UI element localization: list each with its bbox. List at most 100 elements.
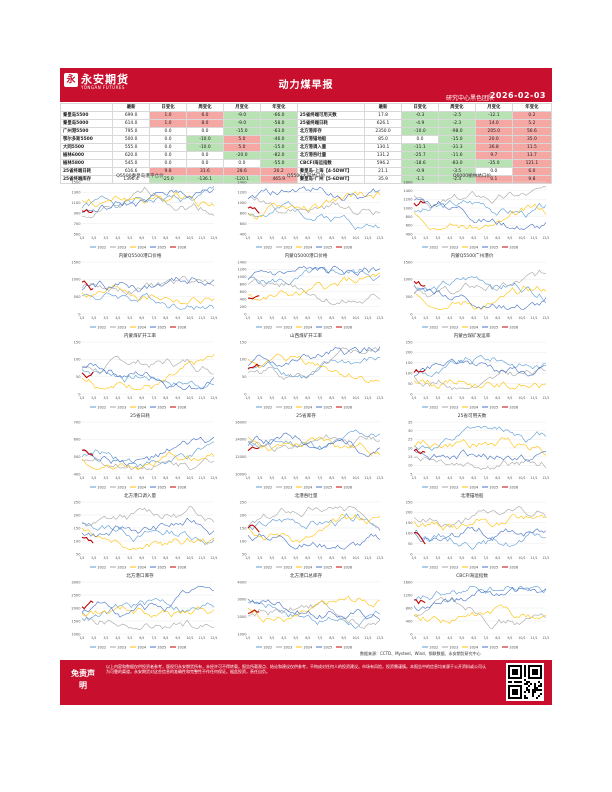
y-tick-label: 700 — [74, 420, 82, 424]
series-line-2026 — [413, 200, 426, 207]
legend-label: 2026 — [510, 565, 519, 569]
x-tick-label: 3/1 — [269, 316, 274, 320]
x-tick-label: 11/1 — [530, 396, 537, 400]
series-line-2023 — [413, 456, 547, 470]
line-chart: 25省库存 10000 12000 14000 16000 1/1 2/1 3/1 4/1 5/1… — [230, 414, 384, 492]
x-tick-label: 10/1 — [352, 636, 359, 640]
x-tick-label: 7/1 — [151, 316, 156, 320]
legend-label: 2023 — [284, 245, 293, 249]
x-tick-label: 3/1 — [269, 556, 274, 560]
table-cell: 699.0 — [112, 111, 151, 120]
x-tick-label: 2/1 — [423, 236, 428, 240]
x-tick-label: 1/1 — [245, 636, 250, 640]
series-line-2023 — [413, 366, 547, 391]
series-line-2023 — [413, 596, 547, 630]
x-tick-label: 11/1 — [364, 476, 371, 480]
x-tick-label: 2/1 — [257, 636, 262, 640]
legend-label: 2024 — [470, 405, 479, 409]
y-tick-label: 0 — [78, 312, 81, 316]
x-tick-label: 6/1 — [305, 236, 310, 240]
legend-label: 2026 — [510, 405, 519, 409]
table-cell: -15.0 — [437, 135, 476, 144]
legend-label: 2026 — [178, 645, 187, 649]
x-tick-label: 6/1 — [139, 476, 144, 480]
y-tick-label: 12000 — [235, 455, 247, 459]
x-tick-label: 10/1 — [186, 556, 193, 560]
x-tick-label: 8/1 — [329, 476, 334, 480]
table-cell: -55.0 — [259, 159, 298, 168]
y-tick-label: 700 — [74, 222, 82, 226]
x-tick-label: 9/1 — [341, 396, 346, 400]
x-tick-label: 1/1 — [411, 556, 416, 560]
x-tick-label: 3/1 — [103, 636, 108, 640]
y-tick-label: 50 — [408, 382, 413, 386]
x-tick-label: 10/1 — [518, 396, 525, 400]
x-tick-label: 11/1 — [198, 636, 205, 640]
header-cell: 日变化 — [401, 103, 439, 112]
table-cell: 5.2 — [511, 119, 553, 128]
table-row: 秦皇岛5500 699.0 1.0 6.0 -9.0 -66.0 25省终端可用天数 17.8… — [59, 111, 553, 120]
x-tick-label: 11/1 — [530, 316, 537, 320]
y-tick-label: 10 — [408, 464, 413, 468]
y-tick-label: 20 — [408, 446, 413, 450]
x-tick-label: 9/1 — [341, 476, 346, 480]
x-tick-label: 12/1 — [542, 636, 549, 640]
chart-title: 25省库存 — [296, 414, 316, 419]
row-label: 榆林6000 — [59, 151, 114, 160]
series-line-2024 — [247, 353, 381, 384]
legend-label: 2025 — [158, 245, 167, 249]
x-tick-label: 12/1 — [376, 236, 383, 240]
y-tick-label: 200 — [240, 513, 248, 517]
legend-label: 2025 — [324, 325, 333, 329]
series-line-2026 — [247, 524, 260, 533]
y-tick-label: 0 — [410, 312, 413, 316]
legend-label: 2023 — [284, 565, 293, 569]
x-tick-label: 6/1 — [471, 476, 476, 480]
table-cell: -31.3 — [437, 143, 476, 152]
x-tick-label: 7/1 — [151, 396, 156, 400]
x-tick-label: 5/1 — [293, 316, 298, 320]
table-cell: 9.7 — [474, 151, 513, 160]
y-tick-label: 200 — [406, 351, 414, 355]
series-line-2025 — [413, 527, 547, 542]
chart-plot: 0 50 100 150 200 250 1/1 2/1 3/1 4/1 5/1 6/1 7/1 8/1 9… — [406, 340, 550, 409]
legend-label: 2026 — [510, 485, 519, 489]
series-line-2023 — [81, 506, 215, 527]
x-tick-label: 3/1 — [435, 396, 440, 400]
y-tick-label: 1400 — [237, 180, 247, 184]
legend-label: 2025 — [324, 405, 333, 409]
series-line-2024 — [247, 595, 381, 623]
x-tick-label: 12/1 — [542, 556, 549, 560]
x-tick-label: 3/1 — [103, 396, 108, 400]
y-tick-label: 10000 — [235, 472, 247, 476]
y-tick-label: 1500 — [71, 180, 81, 184]
series-line-2022 — [413, 425, 547, 452]
header-cell: 最新 — [364, 103, 403, 112]
x-tick-label: 3/1 — [269, 236, 274, 240]
table-cell: -11.1 — [401, 143, 439, 152]
table-cell: -9.0 — [222, 111, 261, 120]
x-tick-label: 5/1 — [127, 316, 132, 320]
price-table: 最新 日变化 周变化 月变化 年变化 最新 日变化 周变化 月变化 年变化 秦皇… — [59, 103, 553, 184]
legend-label: 2022 — [264, 485, 273, 489]
x-tick-label: 5/1 — [459, 236, 464, 240]
x-tick-label: 7/1 — [483, 476, 488, 480]
table-cell: 0.0 — [149, 151, 187, 160]
series-line-2023 — [413, 185, 547, 209]
series-line-2022 — [81, 292, 215, 310]
x-tick-label: 8/1 — [329, 636, 334, 640]
x-tick-label: 5/1 — [459, 556, 464, 560]
y-tick-label: 100 — [74, 358, 82, 362]
line-chart: Q6000榆林坑口价 400 600 800 1000 1200 1400 1600 1/1 2/… — [396, 174, 549, 252]
series-line-2022 — [247, 429, 381, 450]
x-tick-label: 7/1 — [151, 636, 156, 640]
y-tick-label: 900 — [74, 212, 82, 216]
x-tick-label: 10/1 — [186, 316, 193, 320]
x-tick-label: 7/1 — [317, 556, 322, 560]
chart-plot: 0 500 1000 1500 1/1 2/1 3/1 4/1 5/1 6/1 7/1 8/1 9/1 1… — [403, 260, 549, 329]
y-tick-label: 400 — [240, 297, 248, 301]
x-tick-label: 10/1 — [352, 316, 359, 320]
table-cell: 5.0 — [222, 135, 261, 144]
y-tick-label: 5 — [410, 472, 412, 476]
table-cell: 205.0 — [474, 127, 513, 136]
